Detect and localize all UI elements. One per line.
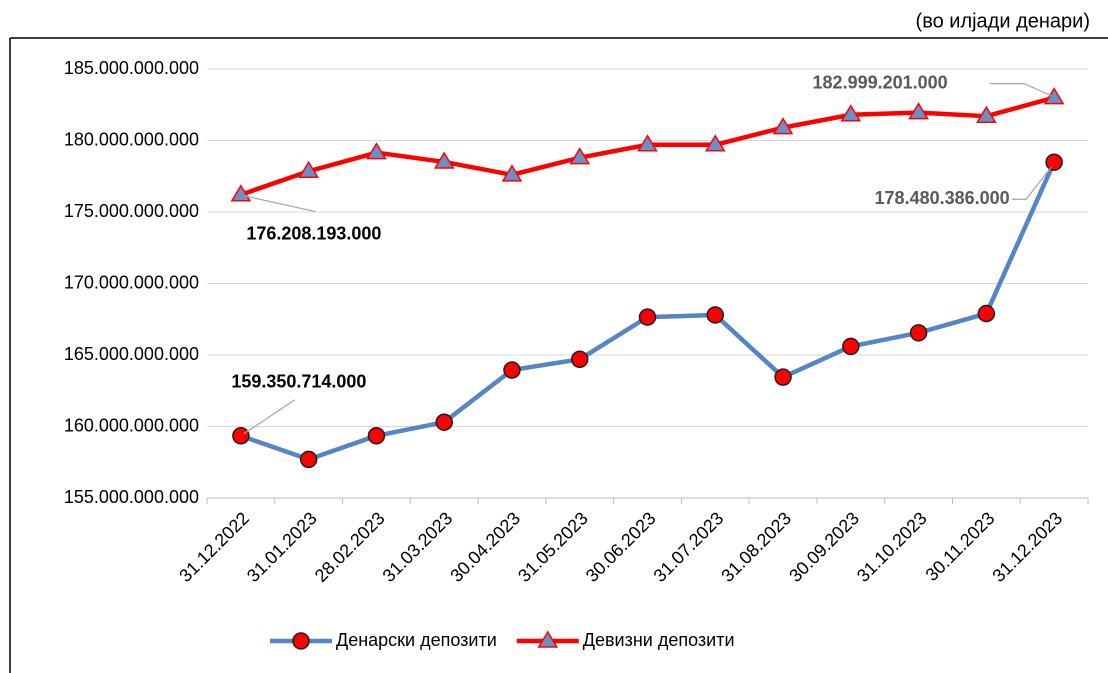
data-point — [842, 337, 860, 356]
data-label: 178.480.386.000 — [875, 188, 1010, 208]
data-point — [232, 427, 250, 445]
data-point — [298, 160, 319, 178]
data-point — [299, 450, 318, 469]
leader-line — [243, 195, 317, 213]
data-point — [433, 151, 455, 169]
leader-line — [990, 83, 1052, 97]
data-point — [569, 147, 591, 165]
x-tick-label: 31.05.2023 — [514, 508, 592, 586]
data-point — [704, 134, 726, 152]
data-point — [774, 368, 792, 386]
data-point — [908, 102, 929, 120]
data-point — [570, 350, 589, 369]
data-point — [366, 142, 387, 160]
y-tick-label: 160.000.000.000 — [64, 415, 199, 435]
y-tick-label: 180.000.000.000 — [64, 129, 199, 149]
y-tick-label: 165.000.000.000 — [64, 344, 199, 364]
data-point — [503, 361, 521, 379]
x-tick-label: 31.03.2023 — [379, 508, 457, 586]
data-label: 176.208.193.000 — [246, 223, 381, 243]
x-tick-label: 30.11.2023 — [922, 508, 999, 585]
data-point — [772, 117, 794, 135]
data-point — [230, 184, 252, 202]
y-tick-label: 175.000.000.000 — [64, 201, 199, 221]
data-point — [976, 105, 997, 123]
chart-subtitle: (во илјади денари) — [916, 10, 1090, 32]
data-point — [977, 304, 996, 323]
y-tick-label: 185.000.000.000 — [64, 58, 199, 78]
x-tick-label: 30.06.2023 — [582, 508, 660, 586]
x-tick-label: 28.02.2023 — [311, 508, 389, 586]
data-point — [501, 164, 523, 182]
data-label: 159.350.714.000 — [231, 372, 366, 392]
data-point — [435, 413, 453, 431]
data-label: 182.999.201.000 — [813, 72, 948, 92]
data-point — [706, 306, 725, 324]
legend-label: Девизни депозити — [583, 630, 735, 650]
x-tick-label: 31.12.2023 — [988, 508, 1066, 586]
legend-label: Денарски депозити — [336, 630, 497, 650]
leader-line — [1012, 166, 1052, 200]
x-tick-label: 31.12.2022 — [175, 508, 253, 586]
x-tick-label: 30.04.2023 — [446, 508, 524, 586]
legend-marker — [537, 630, 559, 648]
data-point — [1043, 87, 1065, 105]
leader-line — [243, 399, 296, 435]
data-point — [637, 134, 658, 152]
data-point — [840, 104, 862, 122]
y-tick-label: 170.000.000.000 — [64, 272, 199, 292]
x-tick-label: 31.08.2023 — [717, 508, 795, 586]
data-point — [909, 324, 928, 342]
legend-marker — [292, 632, 310, 650]
y-tick-label: 155.000.000.000 — [64, 487, 199, 507]
x-tick-label: 30.09.2023 — [785, 508, 863, 586]
x-tick-label: 31.10.2023 — [853, 508, 931, 586]
data-point — [367, 427, 386, 445]
data-point — [638, 308, 657, 326]
x-tick-label: 31.07.2023 — [650, 508, 728, 586]
x-tick-label: 31.01.2023 — [243, 508, 321, 586]
data-point — [1045, 153, 1063, 171]
